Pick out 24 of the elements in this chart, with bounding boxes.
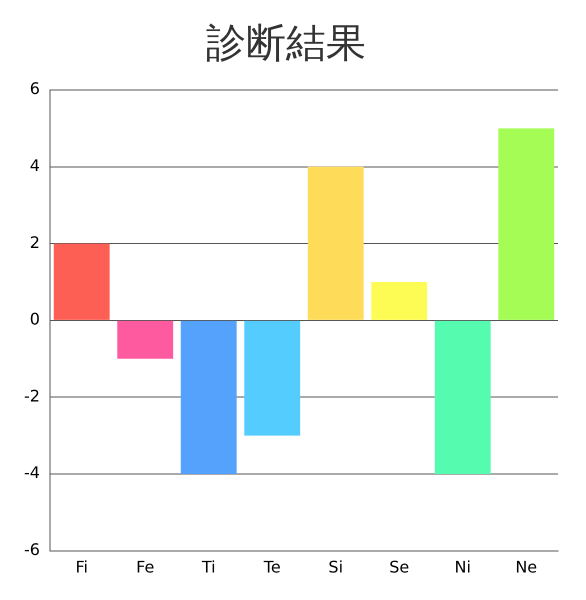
bar [244, 320, 300, 436]
chart-title: 診断結果 [206, 20, 366, 66]
x-tick-label: Fe [136, 558, 154, 577]
y-tick-label: -4 [24, 463, 40, 482]
bar [180, 320, 237, 474]
x-tick-label: Ni [454, 558, 471, 577]
x-tick-label: Si [328, 558, 344, 577]
x-tick-label: Se [389, 558, 410, 577]
y-tick-label: 6 [30, 79, 40, 98]
y-tick-label: -6 [24, 540, 40, 559]
y-tick-label: -2 [24, 386, 40, 406]
y-tick-label: 4 [30, 156, 40, 175]
y-tick-label: 2 [30, 232, 40, 252]
bar [371, 282, 428, 320]
bar [434, 320, 491, 474]
bar [498, 128, 554, 320]
x-tick-label: Ne [515, 558, 538, 577]
bar [308, 166, 364, 320]
x-tick-label: Fi [75, 558, 88, 577]
y-tick-label: 0 [30, 310, 40, 329]
x-tick-label: Ti [200, 558, 216, 577]
bar [54, 244, 110, 320]
x-tick-label: Te [262, 558, 281, 577]
bar [117, 320, 174, 359]
